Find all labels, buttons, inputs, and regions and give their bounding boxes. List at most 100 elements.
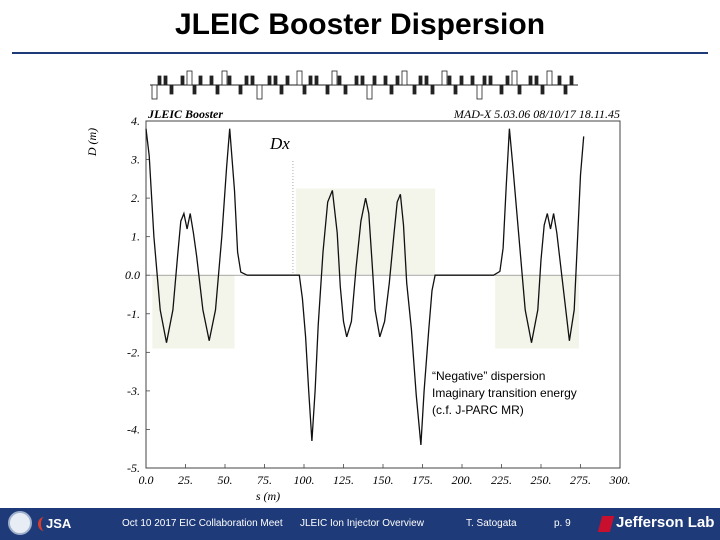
shaded-regions	[152, 188, 579, 349]
lattice-magnet	[505, 75, 510, 86]
lattice-magnet	[157, 75, 162, 86]
lattice-magnet	[453, 84, 458, 95]
lattice-magnet	[557, 75, 562, 86]
lattice-magnet	[215, 84, 220, 95]
footer-date-event: Oct 10 2017 EIC Collaboration Meet	[122, 518, 283, 529]
lattice-magnet	[366, 84, 373, 100]
lattice-magnet	[482, 75, 487, 86]
x-tick-label: 175.	[412, 473, 433, 487]
x-tick-label: 125.	[333, 473, 354, 487]
y-tick-label: -5.	[127, 461, 140, 475]
x-tick-label: 200.	[452, 473, 473, 487]
lattice-magnet	[511, 70, 518, 86]
y-tick-label: -2.	[127, 345, 140, 359]
lattice-magnet	[569, 75, 574, 86]
tick-labels: 0.0 25. 50. 75. 100. 125. 150. 175. 200. 225. 250.…	[125, 114, 631, 487]
lattice-magnet	[331, 70, 338, 86]
y-tick-label: 2.	[131, 191, 140, 205]
lattice-magnet	[488, 75, 493, 86]
annotation-line-2: Imaginary transition energy	[432, 386, 577, 400]
x-tick-label: 275.	[570, 473, 591, 487]
lattice-magnet	[279, 84, 284, 95]
lattice-magnet	[256, 84, 263, 100]
jefferson-lab-logo-text: Jefferson Lab	[616, 514, 715, 531]
lattice-magnet	[186, 70, 193, 86]
lattice-magnet	[325, 84, 330, 95]
lattice-magnet	[395, 75, 400, 86]
x-tick-label: 250.	[531, 473, 552, 487]
plot-header-label: JLEIC Booster	[147, 107, 223, 121]
slide-title: JLEIC Booster Dispersion	[174, 8, 546, 41]
jsa-logo-icon: JSA	[38, 513, 74, 535]
lattice-magnet	[528, 75, 533, 86]
lattice-magnet	[383, 75, 388, 86]
lattice-magnet	[546, 70, 553, 86]
x-tick-label: 25.	[178, 473, 193, 487]
lattice-magnet	[447, 75, 452, 86]
y-tick-label: -1.	[127, 307, 140, 321]
lattice-magnet	[250, 75, 255, 86]
lattice-magnet	[441, 70, 448, 86]
x-tick-label: 300.	[609, 473, 631, 487]
x-tick-label: 100.	[294, 473, 315, 487]
footer-bar: JSA Oct 10 2017 EIC Collaboration Meet J…	[0, 508, 720, 540]
title-divider	[12, 52, 708, 54]
lattice-magnet	[337, 75, 342, 86]
lattice-magnet	[273, 75, 278, 86]
lattice-magnet	[238, 84, 243, 95]
y-tick-label: 0.0	[125, 268, 140, 282]
y-tick-label: 1.	[131, 230, 140, 244]
lattice-magnet	[296, 70, 303, 86]
plot-code-label: MAD-X 5.03.06 08/10/17 18.11.45	[453, 107, 620, 121]
lattice-magnet	[418, 75, 423, 86]
x-tick-label: 225.	[491, 473, 512, 487]
y-axis-label: D (m)	[85, 128, 99, 157]
footer-talk-title: JLEIC Ion Injector Overview	[300, 518, 424, 529]
lattice-magnet	[534, 75, 539, 86]
x-tick-label: 75.	[257, 473, 272, 487]
lattice-magnet	[470, 75, 475, 86]
lattice-magnet	[540, 84, 545, 95]
x-tick-label: 50.	[218, 473, 233, 487]
lattice-magnet	[459, 75, 464, 86]
lattice-magnet	[302, 84, 307, 95]
x-tick-label: 150.	[373, 473, 394, 487]
lattice-magnet	[308, 75, 313, 86]
lattice-magnet	[360, 75, 365, 86]
x-axis-label: s (m)	[256, 489, 280, 503]
lattice-magnet-strip	[150, 70, 578, 100]
shaded-region-0	[152, 275, 235, 349]
lattice-magnet	[412, 84, 417, 95]
lattice-magnet	[221, 70, 228, 86]
footer-author: T. Satogata	[466, 518, 517, 529]
lattice-magnet	[389, 84, 394, 95]
dispersion-curve	[145, 128, 585, 445]
y-tick-label: 4.	[131, 114, 140, 128]
lattice-magnet	[476, 84, 483, 100]
lattice-magnet	[563, 84, 568, 95]
x-tick-label: 0.0	[139, 473, 154, 487]
footer-page-number: p. 9	[554, 518, 571, 529]
lattice-magnet	[343, 84, 348, 95]
lattice-magnet	[314, 75, 319, 86]
shaded-region-1	[296, 188, 436, 276]
y-tick-label: 3.	[130, 153, 140, 167]
series-label: Dx	[269, 134, 290, 153]
lattice-magnet	[354, 75, 359, 86]
lattice-magnet	[285, 75, 290, 86]
doe-seal-icon	[8, 511, 32, 535]
lattice-magnet	[372, 75, 377, 86]
lattice-magnet	[198, 75, 203, 86]
lattice-magnet	[151, 84, 158, 100]
jsa-logo-text: JSA	[46, 516, 72, 531]
y-tick-label: -3.	[127, 384, 140, 398]
lattice-magnet	[163, 75, 168, 86]
lattice-magnet	[499, 84, 504, 95]
lattice-magnet	[209, 75, 214, 86]
lattice-magnet	[192, 84, 197, 95]
lattice-magnet	[424, 75, 429, 86]
lattice-magnet	[169, 84, 174, 95]
annotation-line-3: (c.f. J-PARC MR)	[432, 403, 524, 417]
lattice-magnet	[244, 75, 249, 86]
